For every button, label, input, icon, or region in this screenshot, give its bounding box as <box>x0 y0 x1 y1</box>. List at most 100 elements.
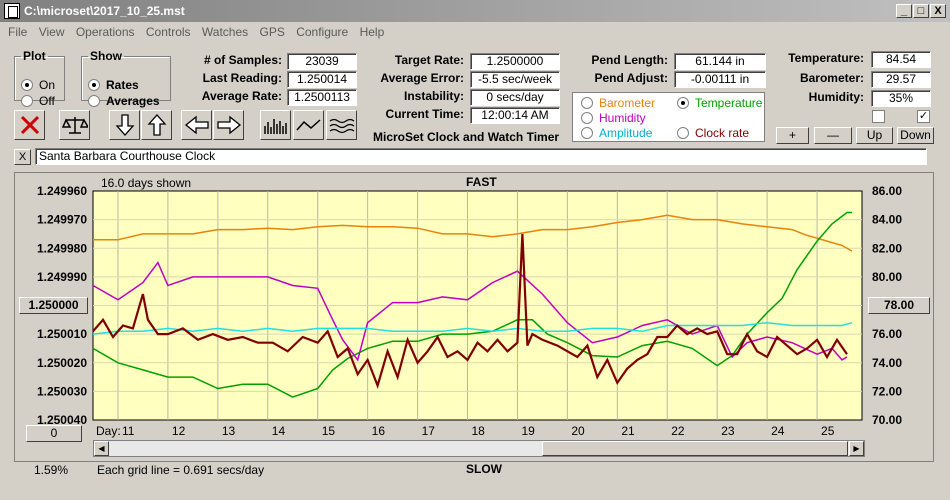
center-rate-button[interactable]: 1.250000 <box>19 297 88 314</box>
app-caption: MicroSet Clock and Watch Timer <box>373 130 560 144</box>
menu-bar: File View Operations Controls Watches GP… <box>0 23 950 41</box>
menu-watches[interactable]: Watches <box>201 25 249 39</box>
target-rate-label: Target Rate: <box>394 53 464 67</box>
line-plot-button[interactable] <box>293 110 324 140</box>
x-tick-label: 12 <box>172 424 186 438</box>
slow-label: SLOW <box>466 462 502 476</box>
y-right-tick-label: 84.00 <box>872 213 902 227</box>
cross-icon <box>20 115 39 135</box>
x-tick-label: 16 <box>372 424 386 438</box>
y-right-tick-label: 80.00 <box>872 270 902 284</box>
horizontal-scrollbar[interactable]: ◀ ▶ <box>93 440 865 457</box>
y-right-tick-label: 82.00 <box>872 241 902 255</box>
menu-gps[interactable]: GPS <box>259 25 285 39</box>
x-axis-label: Day: <box>96 424 121 438</box>
samples-label: # of Samples: <box>203 53 282 67</box>
show-averages-radio[interactable]: Averages <box>88 94 160 108</box>
x-tick-label: 13 <box>222 424 236 438</box>
line-chart-icon <box>295 119 320 131</box>
series-amplitude <box>92 321 853 335</box>
scroll-right-arrow[interactable]: ▶ <box>849 441 864 456</box>
radio-dot <box>88 79 100 91</box>
left-checkbox[interactable] <box>872 110 885 123</box>
x-tick-label: 23 <box>721 424 735 438</box>
menu-view[interactable]: View <box>38 25 65 39</box>
sensor-amplitude-radio[interactable]: Amplitude <box>581 126 652 140</box>
menu-operations[interactable]: Operations <box>75 25 135 39</box>
target-rate-value: 1.2500000 <box>470 53 560 70</box>
samples-value: 23039 <box>287 53 357 70</box>
right-checkbox[interactable]: ✓ <box>917 110 930 123</box>
instability-value: 0 secs/day <box>470 89 560 106</box>
average-rate-value: 1.2500113 <box>287 89 357 106</box>
x-tick-label: 20 <box>571 424 585 438</box>
decrease-button[interactable]: — <box>814 127 852 144</box>
y-left-tick-label: 1.250010 <box>37 327 87 341</box>
up-button[interactable]: Up <box>856 127 893 144</box>
humidity-label: Humidity: <box>808 90 864 104</box>
stop-button[interactable] <box>14 110 45 140</box>
average-error-value: -5.5 sec/week <box>470 71 560 88</box>
menu-configure[interactable]: Configure <box>296 25 349 39</box>
radio-dot <box>88 95 100 107</box>
x-tick-label: 15 <box>322 424 336 438</box>
balance-button[interactable] <box>59 110 90 140</box>
plot-on-radio[interactable]: On <box>21 78 55 92</box>
grid-note: Each grid line = 0.691 secs/day <box>97 463 265 477</box>
clear-name-button[interactable]: X <box>14 149 31 165</box>
current-time-label: Current Time: <box>385 107 464 121</box>
title-bar: C:\microset\2017_10_25.mst _ □ X <box>0 0 950 22</box>
percent-label: 1.59% <box>34 463 69 477</box>
pend-length-value: 61.144 in <box>674 53 766 70</box>
y-left-tick-label: 1.250030 <box>37 384 87 398</box>
arrow-left-button[interactable] <box>181 110 212 140</box>
plot-off-radio[interactable]: Off <box>21 94 55 108</box>
arrow-down-icon <box>115 114 134 136</box>
menu-file[interactable]: File <box>8 25 28 39</box>
arrow-right-button[interactable] <box>213 110 244 140</box>
scroll-thumb[interactable] <box>542 441 848 456</box>
y-right-tick-label: 76.00 <box>872 327 902 341</box>
pend-adjust-label: Pend Adjust: <box>594 71 668 85</box>
barometer-label: Barometer: <box>799 71 864 85</box>
sensor-clock-rate-radio[interactable]: Clock rate <box>677 126 749 140</box>
x-tick-label: 22 <box>671 424 685 438</box>
increase-button[interactable]: + <box>776 127 809 144</box>
clock-name-field[interactable]: Santa Barbara Courthouse Clock <box>35 148 927 165</box>
arrow-down-button[interactable] <box>109 110 140 140</box>
minimize-button[interactable]: _ <box>896 4 912 18</box>
show-rates-radio[interactable]: Rates <box>88 78 139 92</box>
series-barometer <box>93 214 853 252</box>
close-button[interactable]: X <box>930 4 946 18</box>
sensor-temperature-radio[interactable]: Temperature <box>677 96 762 110</box>
histogram-button[interactable] <box>260 110 291 140</box>
pend-adjust-value: -0.00111 in <box>674 71 766 88</box>
y-left-tick-label: 1.250020 <box>37 356 87 370</box>
window-title: C:\microset\2017_10_25.mst <box>24 4 185 18</box>
radio-dot <box>21 95 33 107</box>
wave-icon <box>329 118 354 134</box>
scroll-left-arrow[interactable]: ◀ <box>94 441 109 456</box>
scale-icon <box>61 117 88 134</box>
menu-controls[interactable]: Controls <box>145 25 191 39</box>
zero-button[interactable]: 0 <box>26 425 82 442</box>
arrow-up-button[interactable] <box>141 110 172 140</box>
x-tick-label: 14 <box>272 424 286 438</box>
last-reading-value: 1.250014 <box>287 71 357 88</box>
days-shown-label: 16.0 days shown <box>101 176 192 190</box>
down-button[interactable]: Down <box>897 127 934 144</box>
sensor-humidity-radio[interactable]: Humidity <box>581 111 646 125</box>
y-right-tick-label: 72.00 <box>872 384 902 398</box>
arrow-up-icon <box>147 114 166 136</box>
wave-button[interactable] <box>326 110 357 140</box>
radio-dot <box>677 127 689 139</box>
x-tick-label: 11 <box>122 424 135 438</box>
temperature-label: Temperature: <box>788 51 864 65</box>
menu-help[interactable]: Help <box>359 25 385 39</box>
sensor-barometer-radio[interactable]: Barometer <box>581 96 655 110</box>
show-group-title: Show <box>90 49 122 63</box>
maximize-button[interactable]: □ <box>913 4 929 18</box>
average-error-label: Average Error: <box>380 71 464 85</box>
center-temp-button[interactable]: 78.00 <box>868 297 930 314</box>
